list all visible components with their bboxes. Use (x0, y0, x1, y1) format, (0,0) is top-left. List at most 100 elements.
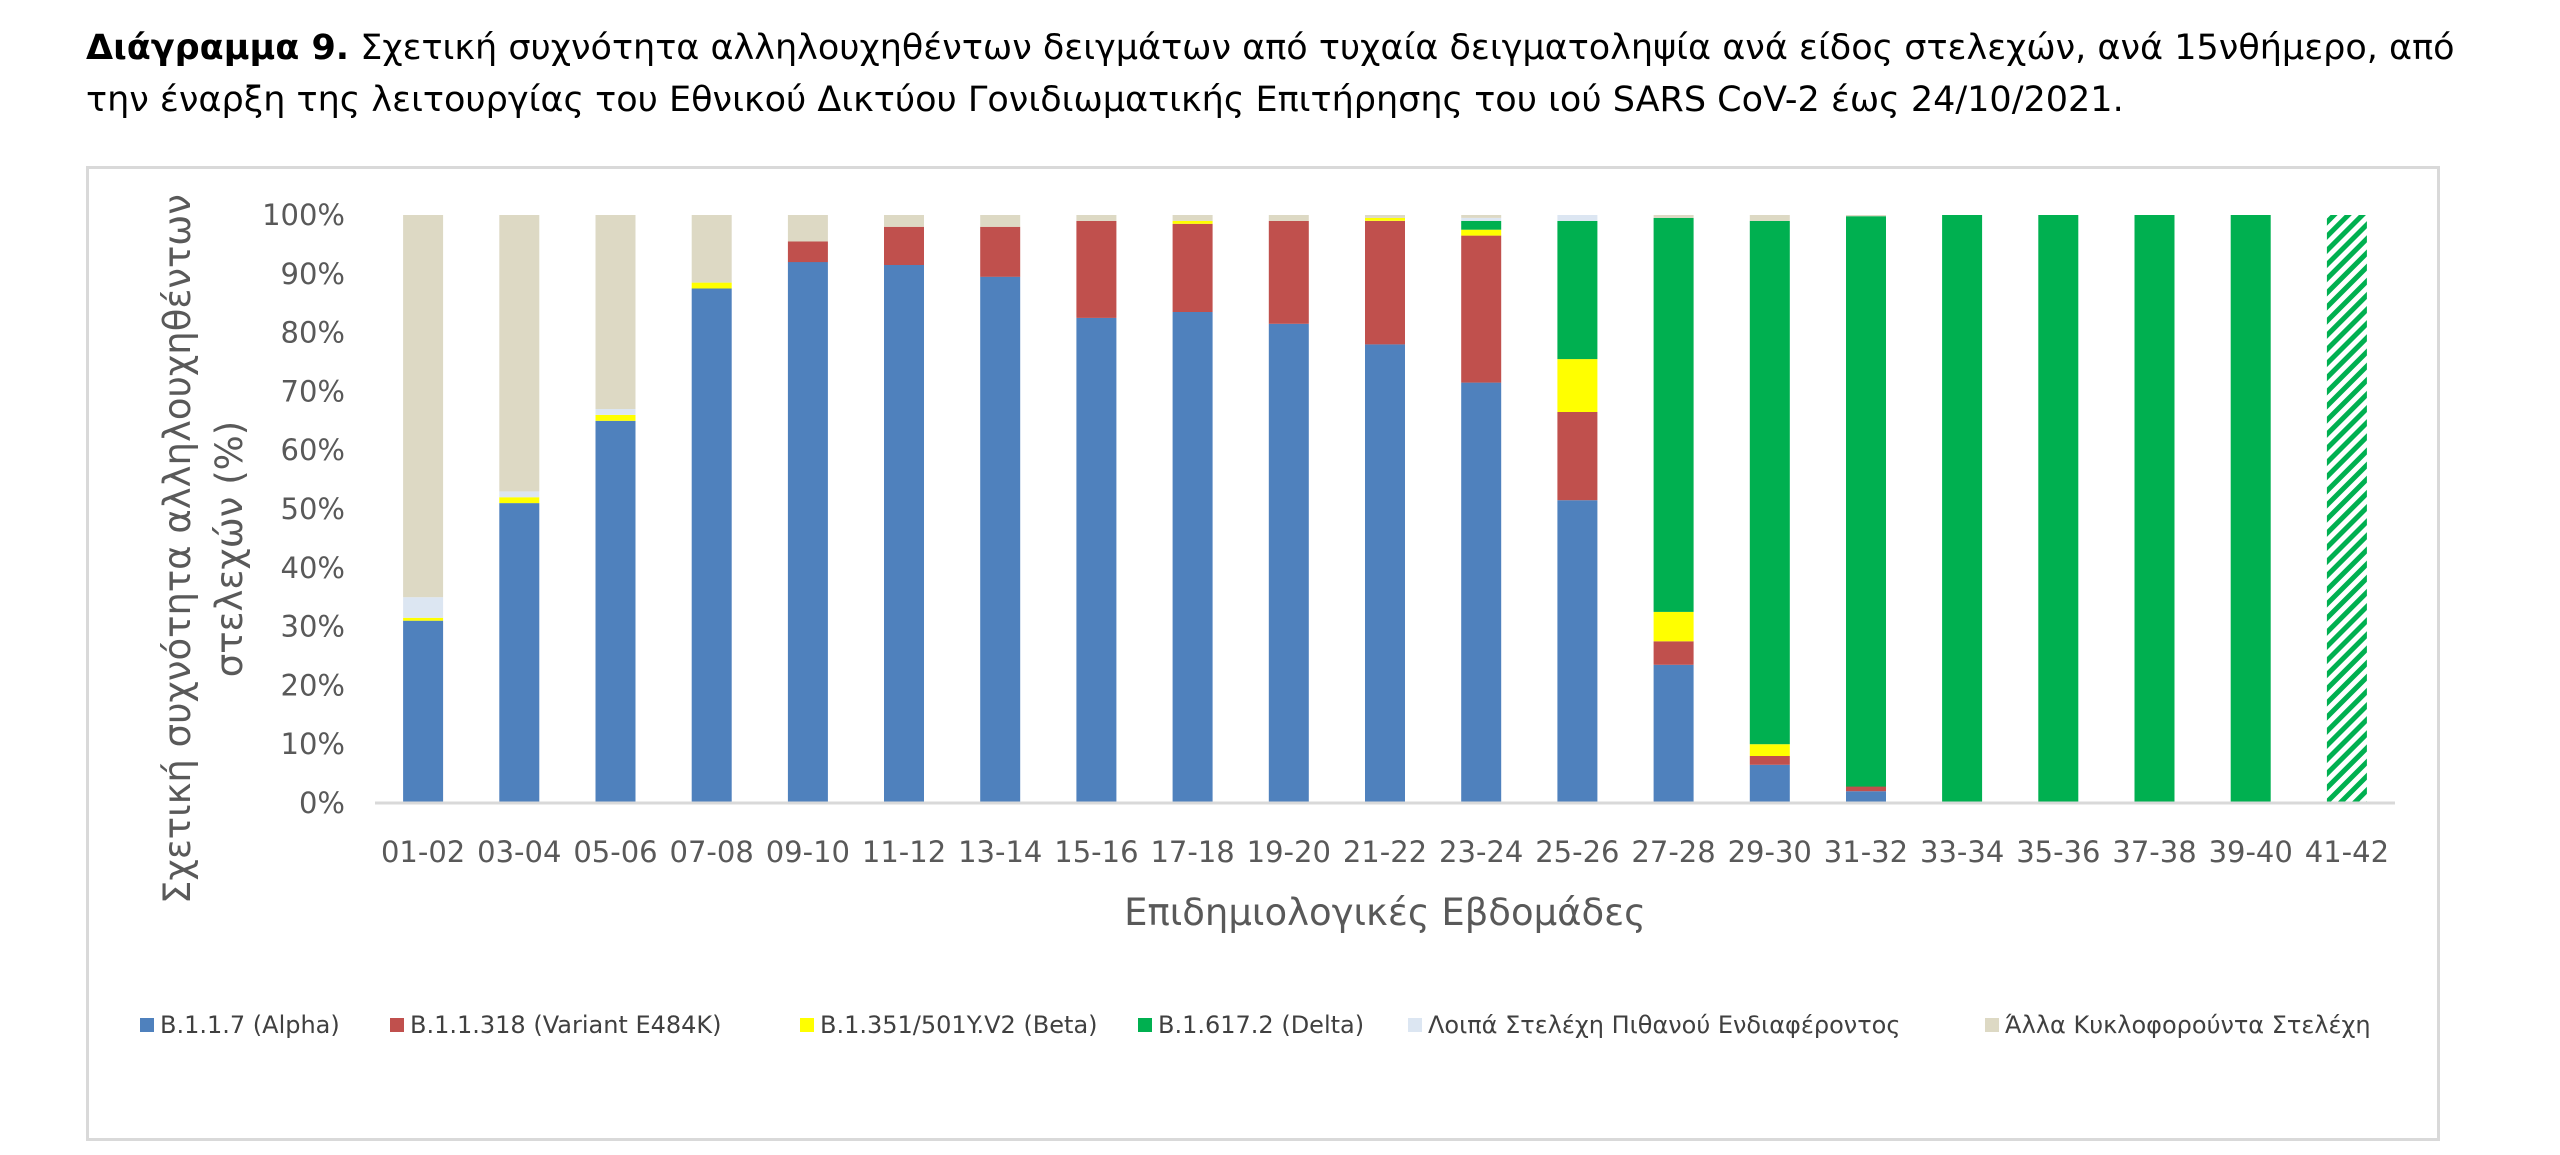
bars (403, 215, 2367, 803)
bar-segment (787, 262, 828, 803)
bar-segment (691, 288, 732, 803)
bar-segment (1653, 215, 1694, 218)
bar-segment (1365, 215, 1405, 218)
x-tick-label: 03-04 (477, 835, 561, 869)
bar-segment (1653, 611, 1694, 642)
legend-swatch (140, 1018, 154, 1032)
bar-segment (2230, 215, 2271, 803)
bar-segment (403, 620, 444, 803)
x-tick-label: 19-20 (1247, 835, 1331, 869)
x-tick-label: 41-42 (2305, 835, 2389, 869)
x-tick-label: 09-10 (766, 835, 850, 869)
x-tick-label: 35-36 (2016, 835, 2100, 869)
bar-segment (1749, 756, 1790, 765)
bar-segment (403, 215, 444, 598)
bar-segment (2134, 215, 2175, 803)
x-tick-label: 27-28 (1631, 835, 1715, 869)
bar-segment (1653, 641, 1694, 665)
x-tick-label: 07-08 (670, 835, 754, 869)
bar-segment (1557, 500, 1598, 803)
bar-segment (1557, 412, 1598, 501)
bar-segment (1557, 215, 1598, 221)
bar-segment (1172, 220, 1213, 224)
x-tick-label: 15-16 (1054, 835, 1138, 869)
x-tick-label: 05-06 (573, 835, 657, 869)
bar-segment (403, 617, 444, 621)
caption-text: Σχετική συχνότητα αλληλουχηθέντων δειγμά… (86, 28, 2455, 120)
bar-segment (1749, 764, 1790, 803)
legend-label: Λοιπά Στελέχη Πιθανού Ενδιαφέροντος (1428, 1011, 1900, 1039)
bar-segment (691, 282, 732, 289)
bar-segment (1365, 217, 1405, 221)
y-tick-label: 30% (281, 610, 345, 644)
bar-segment (1942, 215, 1983, 803)
legend-label: B.1.351/501Y.V2 (Beta) (820, 1011, 1098, 1039)
x-tick-label: 23-24 (1439, 835, 1523, 869)
legend-swatch (1408, 1018, 1422, 1032)
y-axis-title-line-2: στελεχών (%) (208, 421, 251, 677)
bar-segment (1653, 217, 1694, 612)
bar-segment (884, 215, 924, 227)
y-tick-label: 40% (281, 551, 345, 585)
bar-segment (1749, 744, 1790, 756)
y-tick-label: 100% (262, 198, 345, 232)
x-tick-label: 25-26 (1535, 835, 1619, 869)
bar-segment (1461, 229, 1502, 236)
figure-caption: Διάγραμμα 9. Σχετική συχνότητα αλληλουχη… (86, 22, 2506, 126)
y-tick-label: 0% (299, 786, 345, 820)
x-tick-label: 17-18 (1150, 835, 1234, 869)
bar-segment (980, 226, 1021, 277)
bar-segment (595, 215, 636, 409)
bar-segment (1365, 220, 1405, 345)
x-tick-label: 33-34 (1920, 835, 2004, 869)
x-tick-label: 11-12 (862, 835, 946, 869)
bar-segment (1076, 317, 1117, 803)
x-tick-label: 01-02 (381, 835, 465, 869)
bar-segment (1172, 223, 1213, 312)
legend-label: B.1.1.7 (Alpha) (160, 1011, 340, 1039)
y-axis-ticks: 0% 10% 20% 30% 40% 50% 60% 70% 80% 90% 100% (262, 198, 345, 820)
y-tick-label: 90% (281, 257, 345, 291)
bar-segment (595, 409, 636, 415)
bar-segment (1749, 215, 1790, 221)
bar-segment (1846, 215, 1886, 217)
bar-segment (499, 497, 540, 504)
legend: B.1.1.7 (Alpha) B.1.1.318 (Variant E484K)… (140, 1011, 2371, 1039)
legend-swatch (1138, 1018, 1152, 1032)
bar-segment (499, 215, 540, 492)
x-tick-label: 21-22 (1343, 835, 1427, 869)
y-tick-label: 10% (281, 727, 345, 761)
bar-segment (1365, 344, 1405, 803)
bar-segment (1268, 220, 1309, 324)
bar-segment (2038, 215, 2079, 803)
bar-segment (595, 414, 636, 421)
bar-segment (595, 420, 636, 803)
bar-segment (1653, 664, 1694, 803)
x-tick-label: 29-30 (1728, 835, 1812, 869)
legend-label: B.1.1.318 (Variant E484K) (410, 1011, 722, 1039)
bar-segment (980, 215, 1021, 227)
bar-segment (787, 215, 828, 242)
y-tick-label: 50% (281, 492, 345, 526)
legend-label: B.1.617.2 (Delta) (1158, 1011, 1364, 1039)
y-axis-title: Σχετική συχνότητα αλληλουχηθέντων στελεχ… (156, 194, 251, 904)
y-tick-label: 80% (281, 316, 345, 350)
bar-segment (1461, 215, 1502, 218)
x-axis-ticks: 01-02 03-04 05-06 07-08 09-10 11-12 13-14 15-16… (381, 835, 2389, 869)
legend-swatch (390, 1018, 404, 1032)
bar-segment (787, 241, 828, 263)
caption-label: Διάγραμμα 9. (86, 28, 350, 68)
bar-segment (980, 276, 1021, 803)
legend-swatch (1985, 1018, 1999, 1032)
bar-segment (1846, 786, 1886, 792)
x-tick-label: 37-38 (2112, 835, 2196, 869)
bar-segment (1461, 235, 1502, 383)
bar-segment (403, 597, 444, 618)
y-tick-label: 60% (281, 433, 345, 467)
bar-segment (1461, 220, 1502, 230)
bar-segment (884, 226, 924, 265)
bar-segment (499, 503, 540, 803)
y-tick-label: 20% (281, 668, 345, 702)
bar-segment (1461, 382, 1502, 803)
